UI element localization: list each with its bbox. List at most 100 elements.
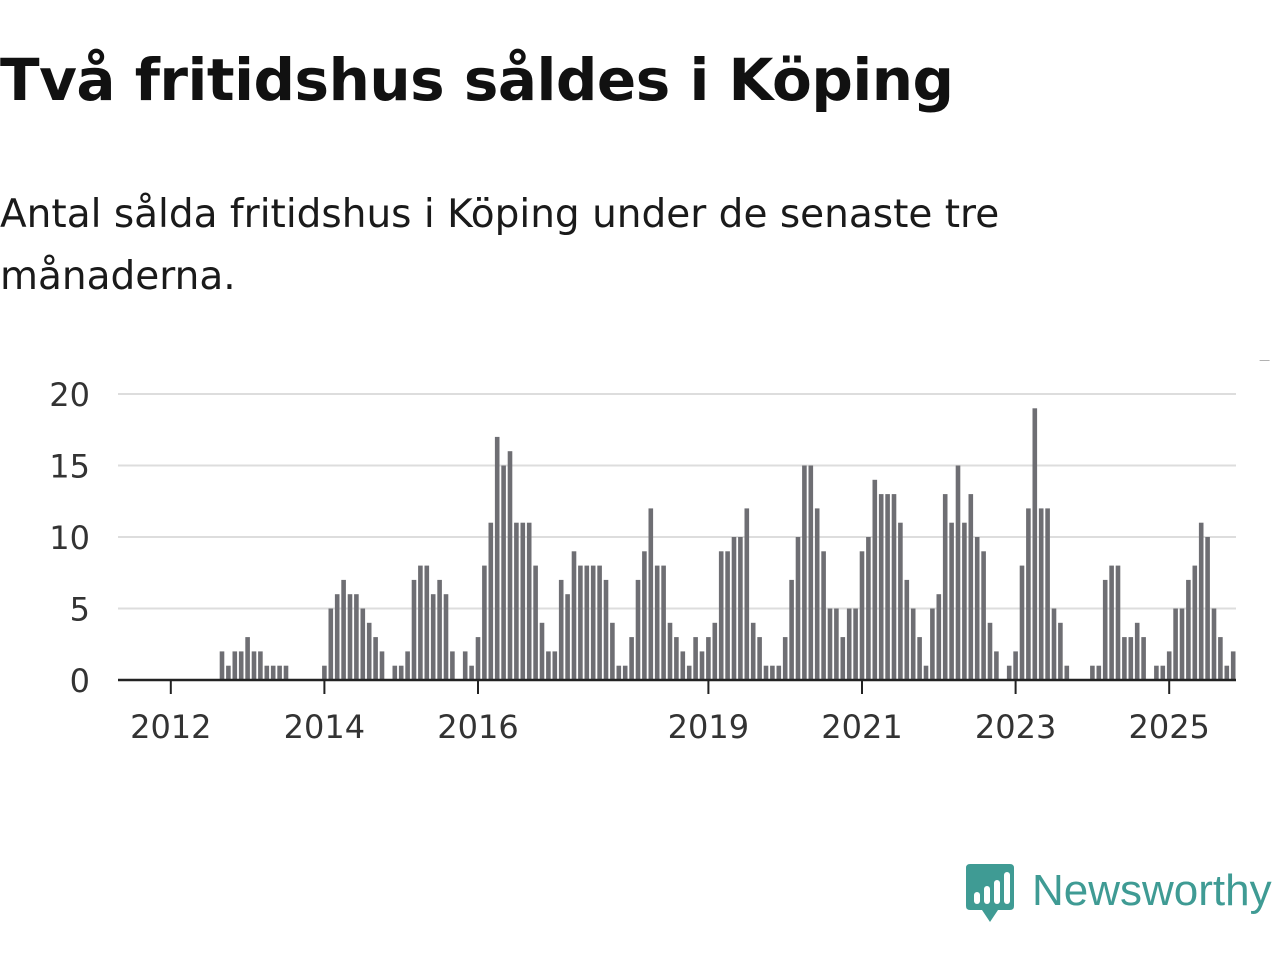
y-axis-tick-labels: 0 5 10 15 20: [49, 376, 90, 700]
bar: [283, 665, 289, 680]
bar: [571, 551, 577, 680]
bar: [1230, 651, 1236, 680]
bar: [533, 565, 538, 680]
bar: [584, 565, 590, 680]
x-tick-label: 2021: [821, 708, 902, 746]
highlight-data-label: 2: [1261, 360, 1280, 369]
bar: [699, 651, 705, 680]
bar: [782, 637, 788, 680]
newsworthy-brand: Newsworthy: [964, 862, 1280, 928]
bar: [693, 637, 698, 680]
bar: [955, 465, 961, 680]
bar: [475, 637, 481, 680]
bar: [635, 579, 641, 680]
chart-title: Två fritidshus såldes i Köping: [0, 46, 954, 114]
bar: [226, 665, 231, 680]
bar: [859, 551, 865, 680]
bar: [795, 537, 801, 680]
bar: [994, 651, 999, 680]
bar: [1013, 651, 1018, 680]
bar: [1179, 608, 1185, 680]
x-tick-label: 2025: [1128, 708, 1209, 746]
x-tick-label: 2023: [975, 708, 1056, 746]
bar: [251, 651, 257, 680]
bar: [258, 651, 263, 680]
bar: [424, 565, 430, 680]
bar: [565, 594, 570, 680]
x-tick-label: 2016: [437, 708, 518, 746]
bar: [1032, 408, 1038, 680]
bar: [590, 565, 596, 680]
bar: [462, 651, 468, 680]
bar: [834, 608, 839, 680]
bar: [360, 608, 366, 680]
bar: [712, 622, 718, 680]
bar: [232, 651, 238, 680]
bar: [616, 665, 622, 680]
bar: [405, 651, 410, 680]
bar: [1026, 508, 1031, 680]
bar: [219, 651, 225, 680]
x-axis-tick-labels: 2012 2014 2016 2019 2021 2023 2025: [130, 708, 1210, 746]
bar: [974, 537, 980, 680]
bar: [264, 665, 270, 680]
bar: [962, 522, 967, 680]
bar: [750, 622, 756, 680]
bar: [578, 565, 583, 680]
bar: [437, 579, 442, 680]
bar: [507, 451, 513, 680]
bar: [430, 594, 436, 680]
bar: [757, 637, 762, 680]
bar: [1160, 665, 1166, 680]
bar: [731, 537, 737, 680]
y-tick-label: 5: [70, 591, 90, 629]
bar: [949, 522, 954, 680]
bar: [802, 465, 807, 680]
y-tick-label: 20: [49, 376, 90, 414]
bar: [853, 608, 858, 680]
bar: [866, 537, 871, 680]
bar: [1166, 651, 1172, 680]
bar: [814, 508, 820, 680]
bar: [552, 651, 558, 680]
bar: [898, 522, 903, 680]
bar: [930, 608, 935, 680]
x-tick-label: 2014: [284, 708, 365, 746]
bar: [789, 579, 794, 680]
bar: [1141, 637, 1146, 680]
bar: [270, 665, 276, 680]
bar: [322, 665, 327, 680]
y-tick-label: 10: [49, 519, 90, 557]
bar: [1090, 665, 1095, 680]
bar: [1173, 608, 1178, 680]
bar: [968, 494, 974, 680]
bar: [987, 622, 993, 680]
bar: [1102, 579, 1108, 680]
bar: [354, 594, 359, 680]
y-tick-label: 0: [70, 662, 90, 700]
bar: [846, 608, 852, 680]
bar: [686, 665, 692, 680]
bar: [277, 665, 282, 680]
bar: [1019, 565, 1025, 680]
bar: [1224, 665, 1230, 680]
x-axis: [118, 678, 1236, 694]
bar: [654, 565, 660, 680]
bar: [597, 565, 602, 680]
bar: [373, 637, 378, 680]
bar: [1205, 537, 1210, 680]
bar-chart: 0 5 10 15 20 2012 2014 2016 2019 2021 2023 2025 2: [49, 360, 1280, 746]
bar: [738, 537, 743, 680]
bar: [1038, 508, 1044, 680]
bar: [558, 579, 564, 680]
bar: [725, 551, 730, 680]
bar: [1154, 665, 1159, 680]
bar: [450, 651, 455, 680]
bar: [1186, 579, 1191, 680]
bar: [469, 665, 474, 680]
bar: [1064, 665, 1070, 680]
bar: [1109, 565, 1114, 680]
bar: [763, 665, 769, 680]
bar: [328, 608, 334, 680]
bar: [936, 594, 942, 680]
